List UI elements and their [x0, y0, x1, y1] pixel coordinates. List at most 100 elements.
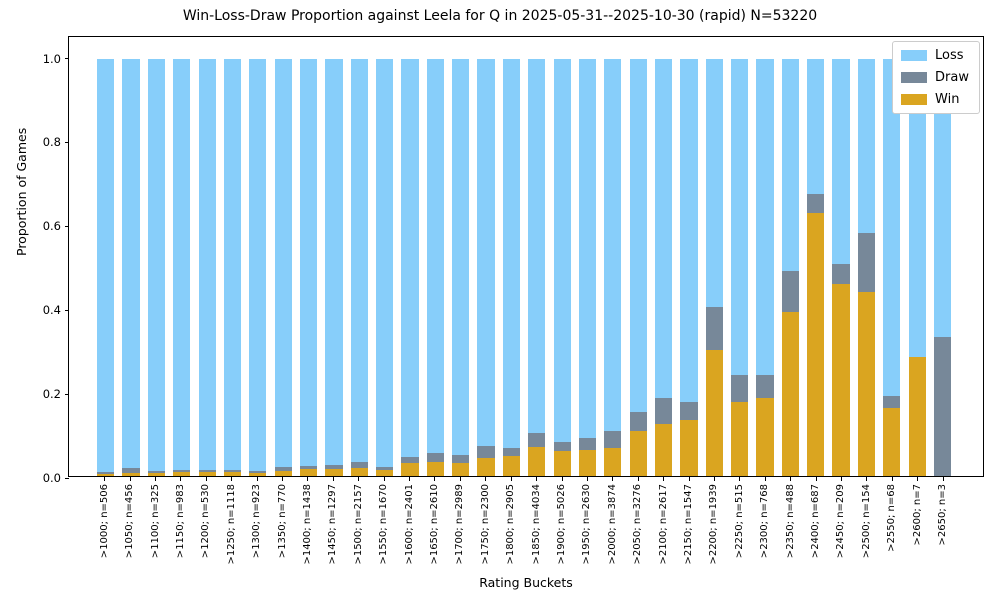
y-tick-label: 0.4 — [42, 303, 61, 318]
x-tick->2050: >2050; n=3276 — [626, 477, 651, 577]
x-tick->1550: >1550; n=1670 — [371, 477, 396, 577]
x-tick->1900: >1900; n=5026 — [549, 477, 574, 577]
win-segment — [477, 458, 495, 476]
x-tick-mark — [231, 477, 233, 481]
draw-segment — [401, 456, 419, 464]
draw-segment — [147, 470, 166, 473]
loss-segment — [173, 58, 191, 471]
draw-segment — [122, 468, 140, 473]
loss-segment — [857, 58, 876, 233]
x-tick-mark — [155, 477, 157, 481]
bar->2600 — [905, 58, 930, 476]
bar->2050 — [626, 58, 651, 476]
x-tick->2550: >2550; n=68 — [880, 477, 905, 577]
bar->1550 — [372, 58, 397, 476]
x-tick-mark — [409, 477, 411, 481]
draw-segment — [223, 469, 242, 472]
loss-segment — [680, 58, 698, 403]
draw-segment — [807, 193, 825, 213]
bar->1100 — [144, 58, 169, 476]
bar-stack — [731, 58, 749, 476]
x-tick->1050: >1050; n=456 — [117, 477, 142, 577]
bar-stack — [908, 58, 926, 476]
x-axis-label: Rating Buckets — [479, 575, 573, 590]
x-tick-mark — [663, 477, 665, 481]
x-tick-mark — [815, 477, 817, 481]
y-tick-0.4: 0.4 — [43, 303, 69, 317]
bar->2150 — [676, 58, 701, 476]
bar->1800 — [499, 58, 524, 476]
loss-segment — [452, 58, 470, 455]
bar-stack — [781, 58, 799, 476]
win-segment — [832, 284, 850, 476]
y-tick-mark — [65, 309, 69, 311]
win-segment — [528, 447, 546, 476]
loss-segment — [807, 58, 825, 194]
x-tick-mark — [688, 477, 690, 481]
bar-stack — [502, 58, 521, 476]
bar-stack — [857, 58, 876, 476]
win-segment — [401, 463, 419, 476]
bar-stack — [705, 58, 723, 476]
loss-segment — [933, 58, 952, 337]
draw-segment — [502, 448, 521, 457]
win-segment — [883, 408, 901, 476]
x-tick-label: >2200; n=1939 — [708, 484, 720, 565]
draw-segment — [578, 437, 597, 451]
x-tick-label: >2400; n=687 — [810, 484, 822, 559]
legend: Loss Draw Win — [892, 41, 980, 114]
draw-segment — [604, 430, 622, 448]
bar-stack — [629, 58, 647, 476]
x-tick-label: >1500; n=2157 — [352, 484, 364, 565]
x-tick-label: >2050; n=3276 — [632, 484, 644, 565]
loss-segment — [198, 58, 216, 470]
x-tick-label: >2100; n=2617 — [657, 484, 669, 565]
bar->1150 — [169, 58, 194, 476]
x-tick->1400: >1400; n=1438 — [295, 477, 320, 577]
loss-segment — [299, 58, 318, 466]
x-tick-label: >1350; n=770 — [276, 484, 288, 559]
x-tick-mark — [358, 477, 360, 481]
x-tick-label: >1150; n=983 — [174, 484, 186, 559]
x-tick->2100: >2100; n=2617 — [651, 477, 676, 577]
bar->2350 — [778, 58, 803, 476]
y-tick-0.0: 0.0 — [43, 471, 69, 485]
loss-segment — [147, 58, 166, 471]
draw-segment — [629, 412, 647, 432]
y-tick-mark — [65, 141, 69, 143]
win-segment — [299, 469, 318, 476]
x-tick-label: >2650; n=3 — [937, 484, 949, 546]
bar->1450 — [321, 58, 346, 476]
loss-segment — [122, 58, 140, 469]
x-tick-mark — [434, 477, 436, 481]
x-tick-label: >2300; n=768 — [759, 484, 771, 559]
x-tick-mark — [561, 477, 563, 481]
bar->2250 — [727, 58, 752, 476]
x-tick->1000: >1000; n=506 — [92, 477, 117, 577]
legend-swatch-loss — [901, 50, 928, 61]
draw-segment — [452, 454, 470, 464]
draw-segment — [97, 471, 115, 474]
win-segment — [578, 450, 597, 476]
bar->1650 — [423, 58, 448, 476]
x-tick-label: >1250; n=1118 — [225, 484, 237, 565]
bar-stack — [832, 58, 850, 476]
bar->2550 — [879, 58, 904, 476]
x-tick-label: >1850; n=4034 — [530, 484, 542, 565]
x-tick-label: >1050; n=456 — [124, 484, 136, 559]
loss-segment — [274, 58, 292, 467]
bar->2200 — [702, 58, 727, 476]
loss-segment — [832, 58, 850, 265]
legend-item-draw: Draw — [901, 70, 969, 85]
x-tick-label: >1000; n=506 — [98, 484, 110, 559]
draw-segment — [350, 461, 368, 469]
win-segment — [350, 468, 368, 476]
draw-segment — [857, 232, 876, 293]
win-segment — [426, 462, 444, 476]
bar->2650 — [930, 58, 955, 476]
loss-segment — [705, 58, 723, 307]
x-tick->2200: >2200; n=1939 — [702, 477, 727, 577]
x-tick-mark — [917, 477, 919, 481]
y-tick-label: 0.8 — [42, 135, 61, 150]
x-tick-label: >2000; n=3874 — [606, 484, 618, 565]
